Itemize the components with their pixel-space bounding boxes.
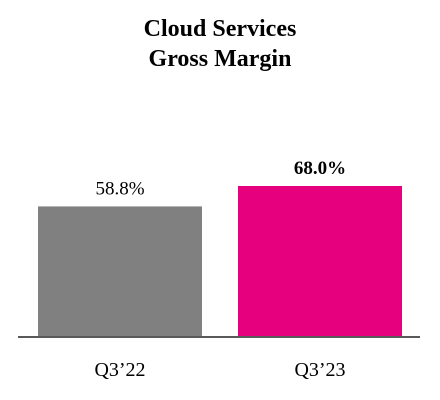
chart-title: Cloud Services Gross Margin [0, 14, 440, 74]
bar-1 [38, 206, 202, 337]
category-label-2: Q3’23 [294, 359, 345, 381]
data-label-1: 58.8% [95, 178, 144, 199]
chart-title-line-2: Gross Margin [148, 46, 292, 72]
data-label-2: 68.0% [294, 158, 346, 179]
bar-2 [238, 186, 402, 337]
chart-title-line-1: Cloud Services [143, 16, 297, 42]
category-label-1: Q3’22 [94, 359, 145, 381]
